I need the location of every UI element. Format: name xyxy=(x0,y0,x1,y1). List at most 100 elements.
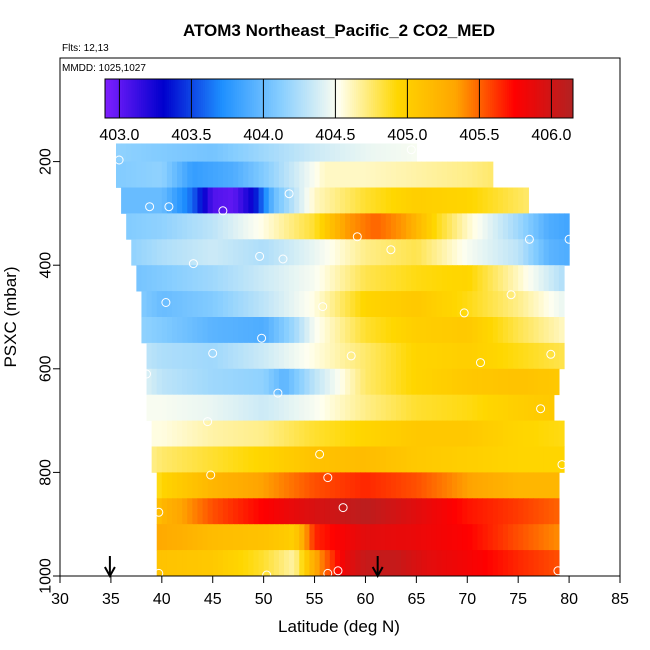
heat-cell xyxy=(299,524,305,551)
heat-cell xyxy=(350,446,356,473)
heat-cell xyxy=(233,394,239,421)
heat-cell xyxy=(441,265,448,292)
heat-cell xyxy=(212,394,219,421)
heat-cell xyxy=(243,161,249,188)
heat-cell xyxy=(273,524,280,551)
heat-cell xyxy=(462,342,468,370)
sample-point xyxy=(262,570,272,580)
sample-point xyxy=(406,145,416,155)
heat-cell xyxy=(482,317,489,344)
heat-cell xyxy=(401,420,407,447)
heat-cell xyxy=(121,161,127,188)
colorbar-segment xyxy=(228,79,232,118)
heat-cell xyxy=(502,420,509,447)
heat-cell xyxy=(172,143,178,162)
heat-cell xyxy=(508,446,514,473)
heat-cell xyxy=(508,239,514,266)
heat-cell xyxy=(294,213,300,240)
colorbar-segment xyxy=(453,79,457,118)
heat-cell xyxy=(273,317,280,344)
heat-cell xyxy=(340,317,346,344)
heat-cell xyxy=(345,265,351,292)
heat-cell xyxy=(212,446,219,473)
heat-cell xyxy=(177,550,183,577)
heat-cell xyxy=(329,394,336,421)
colorbar-segment xyxy=(558,79,561,118)
heat-cell xyxy=(477,342,484,370)
heat-cell xyxy=(334,187,341,214)
heat-cell xyxy=(375,498,382,525)
heat-cell xyxy=(513,291,519,318)
heat-cell xyxy=(548,498,555,525)
colorbar-segment xyxy=(507,79,510,118)
heat-cell xyxy=(446,187,453,214)
heat-cell xyxy=(360,368,367,396)
heat-cell xyxy=(401,161,407,188)
heat-cell xyxy=(467,446,473,473)
heat-cell xyxy=(365,498,372,525)
colorbar-segment xyxy=(170,79,174,118)
heat-cell xyxy=(523,420,529,447)
heat-cell xyxy=(390,524,397,551)
heat-cell xyxy=(289,239,295,266)
heat-cell xyxy=(543,239,550,266)
heat-cell xyxy=(477,161,484,188)
arrow-head xyxy=(371,566,384,579)
heat-cell xyxy=(467,368,473,396)
heat-cell xyxy=(294,143,300,162)
heat-cell xyxy=(248,342,255,370)
colorbar-segment xyxy=(232,79,236,118)
heat-cell xyxy=(492,342,499,370)
colorbar-segment xyxy=(443,79,446,118)
heat-cell xyxy=(482,213,489,240)
heat-cell xyxy=(334,143,341,162)
heat-cell xyxy=(217,498,224,525)
heat-cell xyxy=(268,524,275,551)
flights-label: Flts: 12,13 xyxy=(62,43,109,54)
heat-cell xyxy=(396,550,402,577)
heat-cell xyxy=(492,524,499,551)
heat-cell xyxy=(502,446,509,473)
heat-cell xyxy=(375,446,382,473)
x-tick-label: 50 xyxy=(255,591,273,608)
heat-cell xyxy=(340,342,346,370)
colorbar-segment xyxy=(566,79,570,118)
heat-cell xyxy=(192,472,199,499)
heat-cell xyxy=(472,265,479,292)
colorbar-segment xyxy=(498,79,502,118)
heat-cell xyxy=(299,420,305,447)
heat-cell xyxy=(452,394,458,421)
heat-cell xyxy=(416,291,423,318)
heat-cell xyxy=(543,291,550,318)
heat-cell xyxy=(222,368,229,396)
heat-cell xyxy=(350,187,356,214)
heat-cell xyxy=(334,317,341,344)
heat-cell xyxy=(538,213,545,240)
heat-cell xyxy=(146,213,153,240)
heat-cell xyxy=(508,213,514,240)
heat-cell xyxy=(385,317,392,344)
heat-cell xyxy=(294,342,300,370)
x-tick-label: 70 xyxy=(458,591,476,608)
heat-cell xyxy=(258,446,265,473)
heat-cell xyxy=(268,291,275,318)
heat-cell xyxy=(309,472,316,499)
heat-cell xyxy=(441,420,448,447)
heat-cell xyxy=(278,394,285,421)
heat-cell xyxy=(370,161,377,188)
heat-cell xyxy=(329,143,336,162)
heat-cell xyxy=(329,187,336,214)
heat-cell xyxy=(263,213,270,240)
heat-cell xyxy=(467,239,473,266)
heat-cell xyxy=(324,498,331,525)
heat-cell xyxy=(192,291,199,318)
heat-cell xyxy=(314,472,321,499)
heat-cell xyxy=(207,420,214,447)
colorbar-segment xyxy=(234,79,238,118)
heat-cell xyxy=(284,420,290,447)
heat-cell xyxy=(319,317,326,344)
heat-cell xyxy=(416,472,423,499)
heat-cell xyxy=(166,342,173,370)
colorbar-tick-label: 405.5 xyxy=(459,127,499,144)
heat-cell xyxy=(314,161,321,188)
